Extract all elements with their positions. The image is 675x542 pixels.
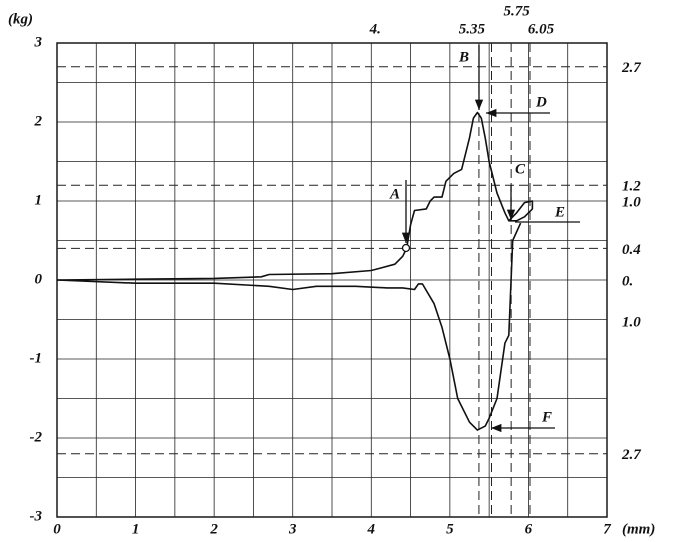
x2-tick-label: 5.75	[504, 3, 531, 19]
x-tick-label: 1	[132, 521, 140, 537]
y-tick-label: 1	[35, 192, 43, 208]
annotation: A	[389, 186, 400, 202]
x-tick-label: 2	[209, 521, 218, 537]
y-tick-label: -2	[30, 429, 43, 445]
y-tick-label: 0	[35, 271, 43, 287]
x-tick-label: 4	[367, 521, 376, 537]
x-axis-label: (mm)	[622, 521, 655, 537]
annotation: F	[541, 409, 552, 425]
y2-tick-label: 2.7	[621, 447, 641, 463]
x2-tick-label: 6.05	[528, 21, 555, 37]
curve	[56, 111, 534, 281]
curve	[56, 222, 522, 431]
annotation: B	[458, 49, 469, 65]
y-tick-label: 3	[34, 34, 43, 50]
point-a	[401, 243, 411, 253]
y2-tick-label: 1.0	[622, 194, 641, 210]
y2-tick-label: 1.0	[622, 315, 641, 331]
x-tick-label: 3	[288, 521, 297, 537]
annotation: E	[554, 204, 565, 220]
x2-tick-label: 4.	[369, 21, 381, 37]
y-tick-label: -1	[30, 350, 43, 366]
annotation: D	[535, 94, 547, 110]
annotation-arrows	[401, 45, 580, 433]
y2-tick-label: 0.	[622, 273, 633, 289]
y-tick-label: 2	[34, 113, 43, 129]
y2-tick-label: 0.4	[622, 242, 641, 258]
x2-tick-label: 5.35	[459, 21, 486, 37]
y2-tick-label: 2.7	[621, 60, 641, 76]
y-tick-label: -3	[30, 508, 43, 524]
y-axis-label: (kg)	[8, 11, 33, 27]
x-tick-label: 7	[603, 521, 611, 537]
x-tick-label: 6	[525, 521, 533, 537]
y2-tick-label: 1.2	[622, 179, 641, 195]
x-tick-label: 5	[446, 521, 454, 537]
annotation: C	[515, 161, 526, 177]
x-tick-label: 0	[53, 521, 61, 537]
